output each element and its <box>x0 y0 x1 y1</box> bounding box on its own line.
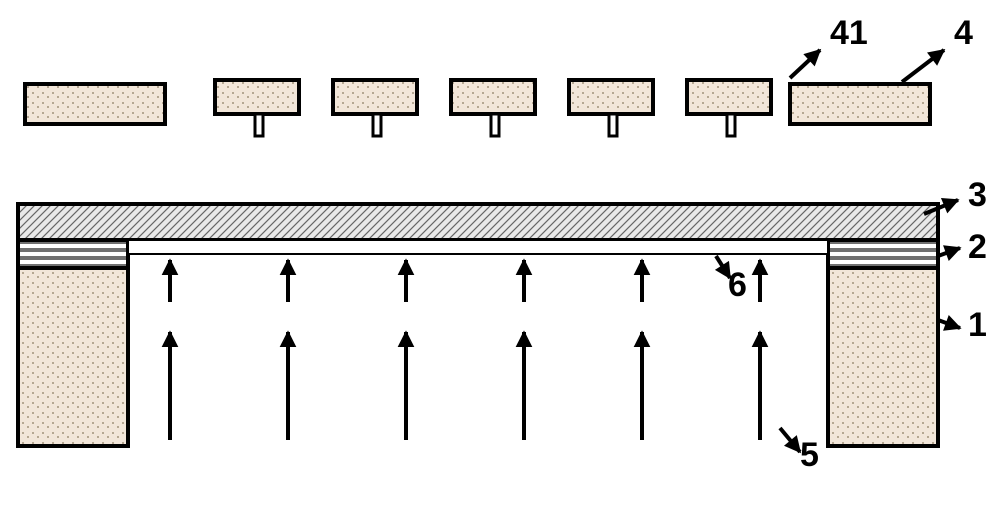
label-41-leader <box>790 50 820 78</box>
label-1-leader <box>938 320 960 328</box>
label-6: 6 <box>728 266 747 304</box>
label-2-leader <box>938 248 960 256</box>
label-4: 4 <box>954 14 973 52</box>
label-5: 5 <box>800 436 819 474</box>
label-1: 1 <box>968 306 987 344</box>
label-3: 3 <box>968 176 987 214</box>
label-4-leader <box>902 50 944 82</box>
label-41: 41 <box>830 14 868 52</box>
label-2: 2 <box>968 228 987 266</box>
label-5-leader <box>780 428 800 452</box>
